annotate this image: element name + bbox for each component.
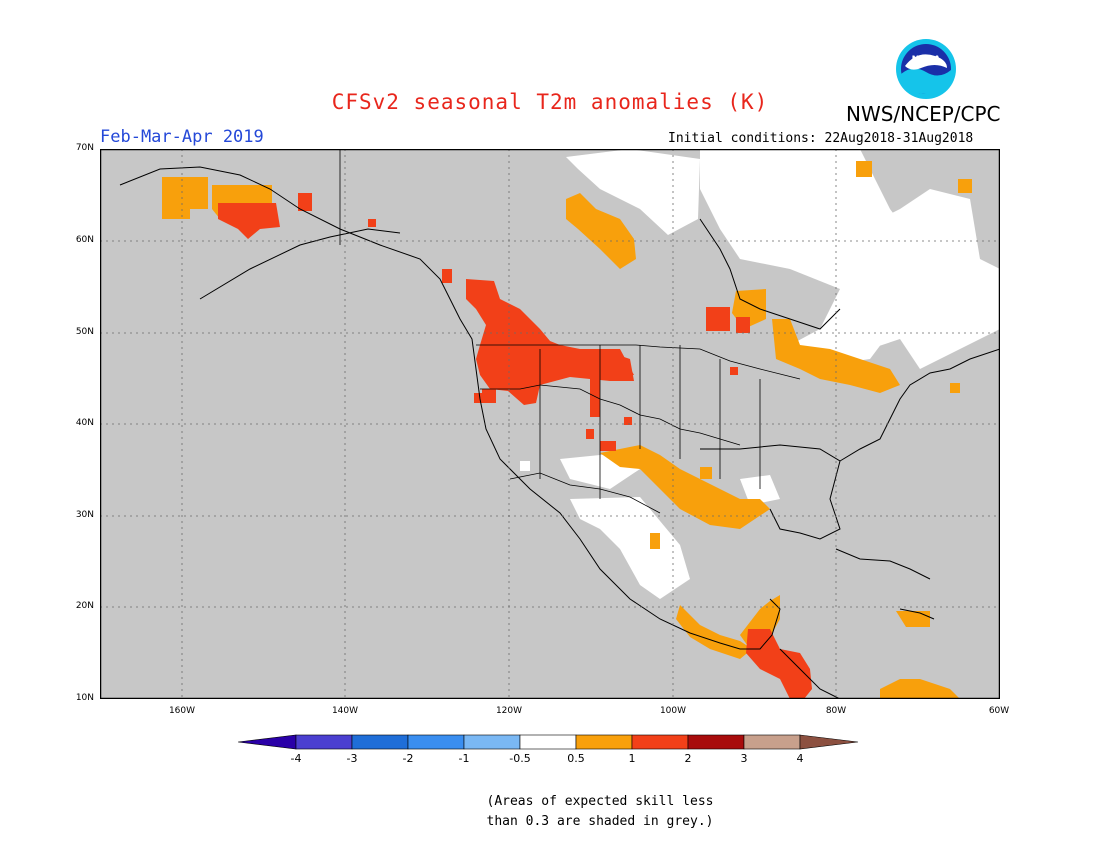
map-title: CFSv2 seasonal T2m anomalies (K) — [331, 90, 769, 114]
noaa-logo: NOAA — [896, 39, 956, 99]
lon-label-80w: 80W — [825, 706, 847, 716]
lon-label-140w: 140W — [331, 706, 359, 716]
lat-label-40n: 40N — [75, 418, 94, 428]
colorbar-segment — [631, 734, 689, 750]
political-borders — [339, 149, 801, 514]
near-normal-regions — [520, 149, 1000, 599]
lat-label-30n: 30N — [75, 510, 94, 520]
skill-note-line-2: than 0.3 are shaded in grey.) — [486, 814, 714, 829]
lon-label-100w: 100W — [659, 706, 687, 716]
lon-label-60w: 60W — [988, 706, 1010, 716]
colorbar-segment — [743, 734, 801, 750]
colorbar-label: -2 — [402, 752, 414, 765]
lat-label-50n: 50N — [75, 327, 94, 337]
colorbar — [238, 734, 859, 750]
colorbar-segment — [351, 734, 409, 750]
colorbar-segment — [295, 734, 353, 750]
colorbar-segment — [407, 734, 465, 750]
lat-label-70n: 70N — [75, 143, 94, 153]
colorbar-label: -4 — [290, 752, 302, 765]
colorbar-label: 0.5 — [567, 752, 585, 765]
colorbar-label: -0.5 — [509, 752, 531, 765]
logo-text: NOAA — [912, 55, 941, 65]
skill-note-line-1: (Areas of expected skill less — [486, 794, 714, 809]
colorbar-segment — [687, 734, 745, 750]
skill-note: (Areas of expected skill less than 0.3 a… — [470, 792, 730, 832]
lat-label-10n: 10N — [75, 693, 94, 703]
map-frame — [100, 149, 1000, 699]
lon-label-120w: 120W — [495, 706, 523, 716]
colorbar-segment — [463, 734, 521, 750]
lat-label-60n: 60N — [75, 235, 94, 245]
colorbar-label: 1 — [628, 752, 636, 765]
colorbar-label: 3 — [740, 752, 748, 765]
graticule — [100, 149, 1000, 699]
colorbar-segment — [575, 734, 633, 750]
agency-label: NWS/NCEP/CPC — [846, 102, 1001, 126]
coastlines — [119, 166, 1000, 699]
colorbar-segment — [519, 734, 577, 750]
season-label: Feb-Mar-Apr 2019 — [100, 127, 264, 147]
colorbar-label: -3 — [346, 752, 358, 765]
anomaly-map — [100, 149, 1000, 699]
colorbar-label: 2 — [684, 752, 692, 765]
colorbar-label: 4 — [796, 752, 804, 765]
initial-conditions-label: Initial conditions: 22Aug2018-31Aug2018 — [668, 131, 974, 146]
lon-label-160w: 160W — [168, 706, 196, 716]
colorbar-arrow-low — [238, 734, 297, 750]
lat-label-20n: 20N — [75, 601, 94, 611]
colorbar-arrow-high — [799, 734, 859, 750]
colorbar-label: -1 — [458, 752, 470, 765]
